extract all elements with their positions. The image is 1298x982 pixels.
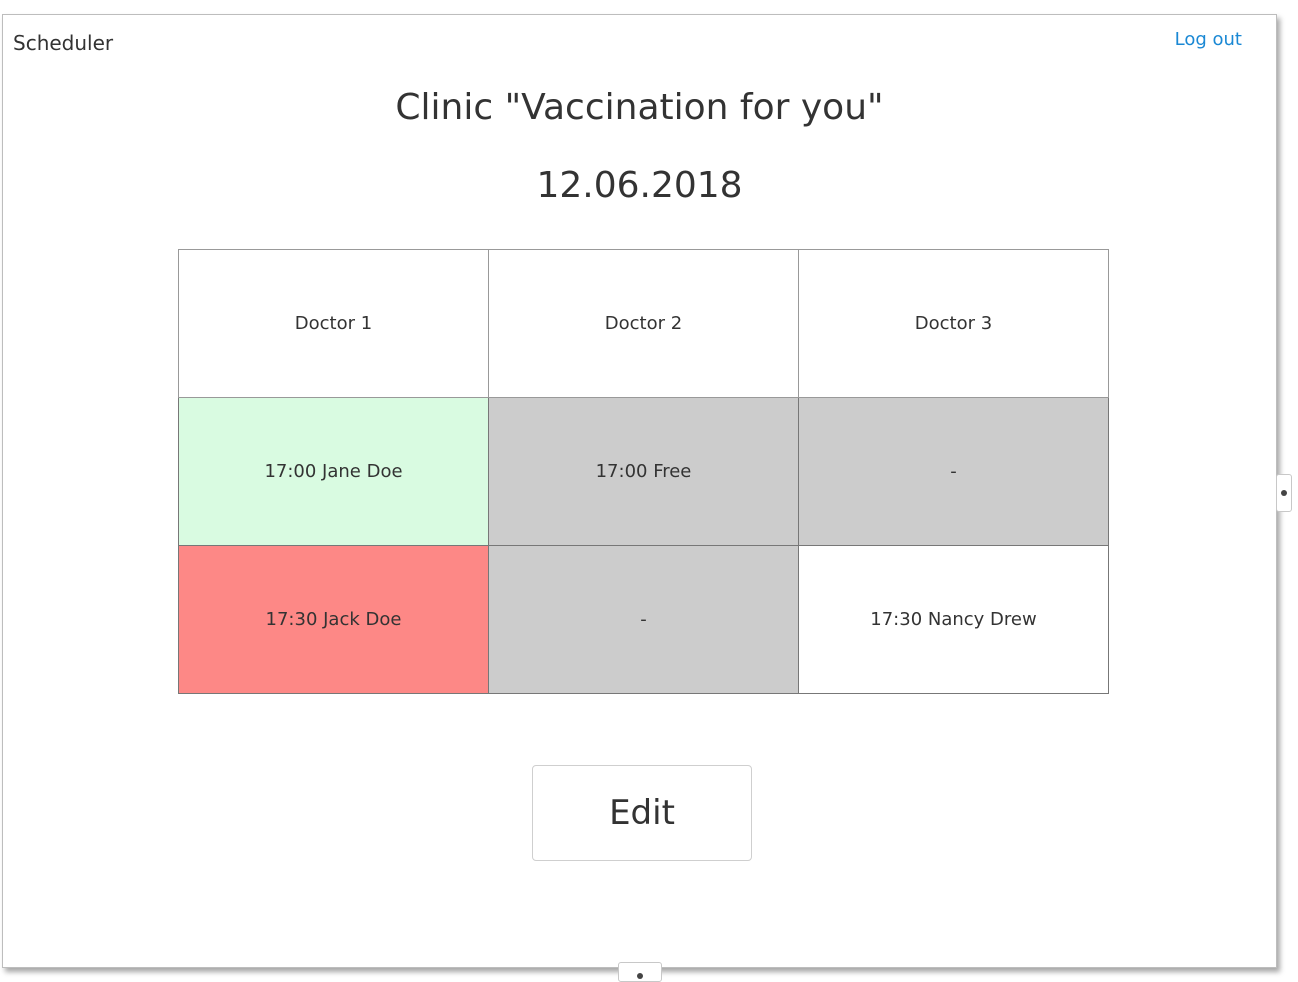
- handle-dot-icon: [637, 973, 643, 979]
- app-title: Scheduler: [13, 31, 114, 55]
- appointment-cell[interactable]: 17:30 Jack Doe: [178, 545, 489, 694]
- edit-button[interactable]: Edit: [532, 765, 752, 861]
- schedule-date: 12.06.2018: [536, 165, 743, 206]
- table-header-row: Doctor 1 Doctor 2 Doctor 3: [178, 249, 1109, 398]
- appointment-cell[interactable]: 17:00 Jane Doe: [178, 397, 489, 546]
- appointment-cell[interactable]: 17:30 Nancy Drew: [798, 545, 1109, 694]
- table-row: 17:30 Jack Doe - 17:30 Nancy Drew: [178, 545, 1109, 694]
- logout-link[interactable]: Log out: [1174, 29, 1242, 50]
- resize-handle-bottom[interactable]: [618, 962, 662, 982]
- column-header-doctor-1: Doctor 1: [178, 249, 489, 398]
- schedule-table: Doctor 1 Doctor 2 Doctor 3 17:00 Jane Do…: [178, 249, 1109, 694]
- column-header-doctor-3: Doctor 3: [798, 249, 1109, 398]
- appointment-cell[interactable]: -: [798, 397, 1109, 546]
- app-window: Scheduler Log out Clinic "Vaccination fo…: [2, 14, 1277, 968]
- page-title: Clinic "Vaccination for you": [395, 87, 884, 128]
- handle-dot-icon: [1281, 490, 1287, 496]
- table-row: 17:00 Jane Doe 17:00 Free -: [178, 397, 1109, 546]
- column-header-doctor-2: Doctor 2: [488, 249, 799, 398]
- appointment-cell[interactable]: 17:00 Free: [488, 397, 799, 546]
- appointment-cell[interactable]: -: [488, 545, 799, 694]
- resize-handle-right[interactable]: [1276, 474, 1292, 512]
